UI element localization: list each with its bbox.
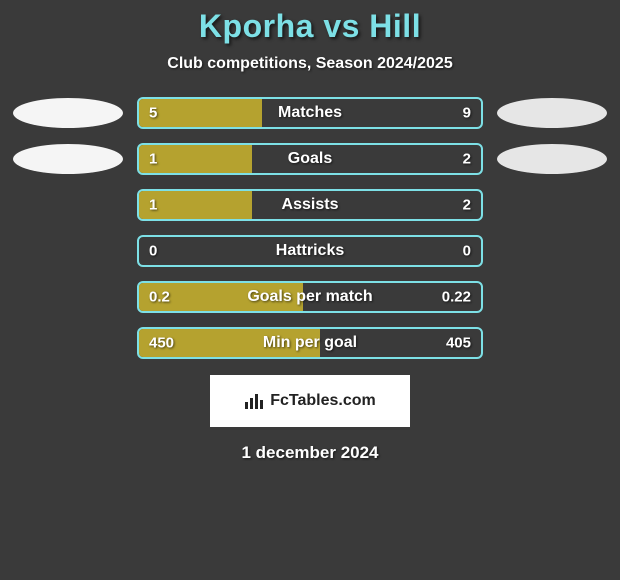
stat-label: Assists [282, 196, 339, 214]
stat-left-value: 450 [149, 335, 174, 352]
stat-right-value: 2 [463, 197, 471, 214]
stat-left-value: 0 [149, 243, 157, 260]
stat-label: Hattricks [276, 242, 344, 260]
page-title: Kporha vs Hill [0, 8, 620, 45]
stat-label: Min per goal [263, 334, 357, 352]
team-left-ellipse [13, 98, 123, 128]
chart-icon [244, 392, 264, 410]
stat-left-value: 0.2 [149, 289, 170, 306]
stat-right-value: 9 [463, 105, 471, 122]
stat-row: 1 Assists 2 [0, 189, 620, 221]
stat-bar-matches: 5 Matches 9 [137, 97, 483, 129]
stat-right-value: 2 [463, 151, 471, 168]
stat-row: 0.2 Goals per match 0.22 [0, 281, 620, 313]
stat-right-value: 405 [446, 335, 471, 352]
team-right-ellipse [497, 98, 607, 128]
stat-left-value: 1 [149, 151, 157, 168]
stat-row: 0 Hattricks 0 [0, 235, 620, 267]
footer-brand-text: FcTables.com [270, 392, 376, 410]
stat-row: 1 Goals 2 [0, 143, 620, 175]
footer-brand-badge: FcTables.com [210, 375, 410, 427]
stat-bar-goals: 1 Goals 2 [137, 143, 483, 175]
stat-row: 450 Min per goal 405 [0, 327, 620, 359]
page-subtitle: Club competitions, Season 2024/2025 [0, 55, 620, 73]
stat-bar-min-per-goal: 450 Min per goal 405 [137, 327, 483, 359]
stat-bar-assists: 1 Assists 2 [137, 189, 483, 221]
stat-label: Goals per match [247, 288, 372, 306]
stat-right-value: 0.22 [442, 289, 471, 306]
stat-right-value: 0 [463, 243, 471, 260]
stat-row: 5 Matches 9 [0, 97, 620, 129]
stat-label: Matches [278, 104, 342, 122]
footer-date: 1 december 2024 [0, 443, 620, 463]
stat-bar-fill [139, 99, 262, 127]
stat-left-value: 1 [149, 197, 157, 214]
stat-bar-goals-per-match: 0.2 Goals per match 0.22 [137, 281, 483, 313]
stat-label: Goals [288, 150, 332, 168]
stats-rows: 5 Matches 9 1 Goals 2 1 Assists 2 [0, 97, 620, 359]
team-left-ellipse [13, 144, 123, 174]
stat-bar-hattricks: 0 Hattricks 0 [137, 235, 483, 267]
team-right-ellipse [497, 144, 607, 174]
stat-left-value: 5 [149, 105, 157, 122]
